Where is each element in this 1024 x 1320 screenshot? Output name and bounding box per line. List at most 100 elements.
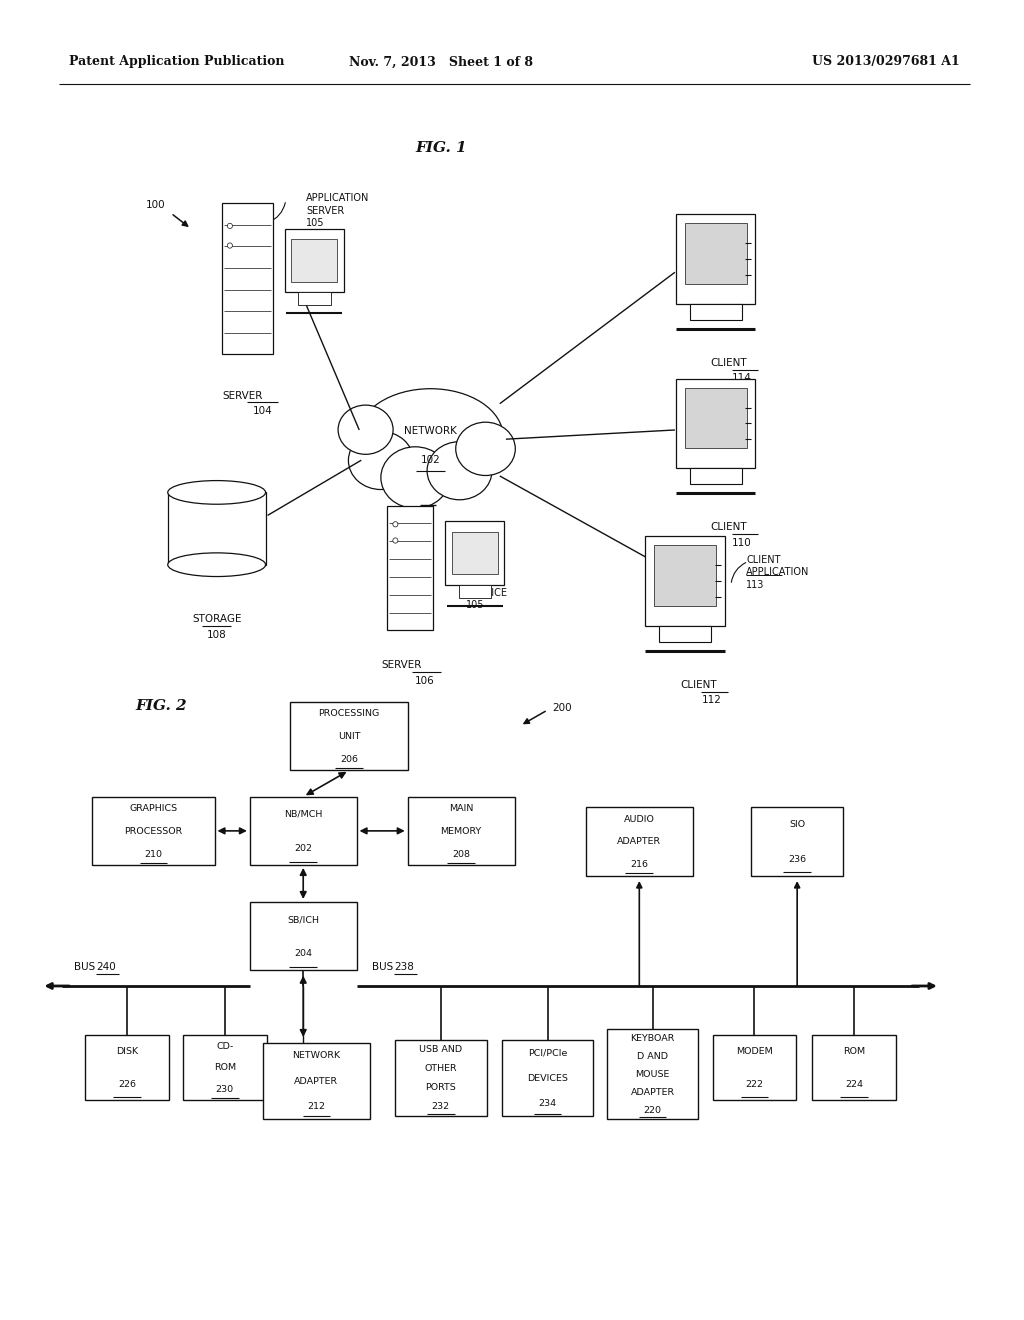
Text: OTHER: OTHER	[424, 1064, 457, 1073]
Text: Patent Application Publication: Patent Application Publication	[69, 55, 285, 69]
FancyBboxPatch shape	[502, 1040, 594, 1117]
Text: PROCESSOR: PROCESSOR	[124, 826, 182, 836]
Bar	[676, 379, 756, 469]
Text: FIG. 2: FIG. 2	[135, 700, 186, 713]
Text: CD-: CD-	[216, 1041, 233, 1051]
FancyBboxPatch shape	[92, 797, 215, 865]
Text: PROCESSING: PROCESSING	[318, 709, 380, 718]
FancyBboxPatch shape	[752, 808, 843, 875]
Text: 110: 110	[732, 537, 752, 548]
Text: 106: 106	[415, 676, 434, 686]
Text: 234: 234	[539, 1100, 557, 1109]
Text: 204: 204	[294, 949, 312, 958]
Text: CLIENT: CLIENT	[711, 358, 748, 368]
Text: UNIT: UNIT	[338, 733, 360, 742]
Text: NETWORK: NETWORK	[404, 426, 457, 437]
Bar	[690, 304, 741, 319]
Text: PORTS: PORTS	[425, 1084, 456, 1093]
Bar	[292, 239, 338, 282]
Text: BUS: BUS	[74, 962, 95, 973]
Text: SIO: SIO	[790, 821, 805, 829]
Text: 108: 108	[207, 630, 226, 640]
FancyBboxPatch shape	[812, 1035, 896, 1101]
Text: 200: 200	[553, 704, 572, 713]
Ellipse shape	[227, 223, 232, 228]
FancyBboxPatch shape	[263, 1043, 370, 1119]
Text: NB/MCH: NB/MCH	[284, 810, 323, 818]
Ellipse shape	[348, 432, 414, 490]
Bar	[387, 506, 433, 631]
Text: 220: 220	[643, 1106, 662, 1114]
Bar	[285, 230, 344, 292]
Text: CLIENT: CLIENT	[680, 680, 717, 690]
Text: SB/ICH: SB/ICH	[287, 915, 319, 924]
Text: SERVER: SERVER	[222, 391, 262, 400]
Text: ADAPTER: ADAPTER	[617, 837, 662, 846]
Text: US 2013/0297681 A1: US 2013/0297681 A1	[812, 55, 961, 69]
Ellipse shape	[338, 405, 393, 454]
FancyBboxPatch shape	[395, 1040, 486, 1117]
FancyBboxPatch shape	[606, 1030, 698, 1119]
Text: 114: 114	[732, 374, 752, 383]
Text: KEYBOAR: KEYBOAR	[631, 1034, 675, 1043]
Bar	[690, 469, 741, 484]
Text: 222: 222	[745, 1080, 763, 1089]
FancyBboxPatch shape	[183, 1035, 266, 1101]
Text: 240: 240	[96, 962, 117, 973]
Text: Nov. 7, 2013   Sheet 1 of 8: Nov. 7, 2013 Sheet 1 of 8	[349, 55, 532, 69]
Bar	[445, 521, 505, 585]
Ellipse shape	[393, 537, 398, 543]
FancyBboxPatch shape	[408, 797, 514, 865]
Bar	[685, 223, 746, 284]
Text: GRAPHICS: GRAPHICS	[129, 804, 177, 813]
FancyBboxPatch shape	[250, 797, 356, 865]
Bar	[298, 292, 331, 305]
Text: 202: 202	[294, 845, 312, 853]
Text: 224: 224	[845, 1080, 863, 1089]
Text: 208: 208	[452, 850, 470, 858]
Ellipse shape	[168, 553, 265, 577]
Text: SERVICE
105: SERVICE 105	[466, 587, 507, 610]
Text: D AND: D AND	[637, 1052, 668, 1061]
Text: 100: 100	[145, 199, 165, 210]
Bar	[222, 203, 272, 354]
Text: ADAPTER: ADAPTER	[631, 1088, 675, 1097]
Ellipse shape	[168, 480, 265, 504]
FancyBboxPatch shape	[291, 702, 408, 771]
Text: USB AND: USB AND	[419, 1045, 462, 1055]
Bar	[459, 585, 492, 598]
Text: MAIN: MAIN	[449, 804, 473, 813]
Text: STORAGE: STORAGE	[191, 614, 242, 624]
Text: 212: 212	[307, 1102, 326, 1111]
Text: 102: 102	[421, 455, 440, 465]
Bar	[168, 492, 265, 565]
FancyBboxPatch shape	[250, 902, 356, 970]
FancyBboxPatch shape	[85, 1035, 169, 1101]
Bar	[676, 214, 756, 304]
FancyBboxPatch shape	[713, 1035, 796, 1101]
Text: 236: 236	[788, 854, 806, 863]
Text: CLIENT
APPLICATION
113: CLIENT APPLICATION 113	[746, 554, 810, 590]
Text: MODEM: MODEM	[736, 1047, 773, 1056]
Text: ADAPTER: ADAPTER	[294, 1077, 339, 1085]
Ellipse shape	[358, 388, 503, 484]
Bar	[645, 536, 725, 626]
Text: AUDIO: AUDIO	[624, 814, 654, 824]
Text: 112: 112	[701, 696, 721, 705]
Text: 232: 232	[432, 1102, 450, 1111]
Ellipse shape	[393, 521, 398, 527]
Text: 230: 230	[216, 1085, 233, 1094]
Ellipse shape	[227, 243, 232, 248]
Text: 238: 238	[394, 962, 415, 973]
Text: DEVICES: DEVICES	[527, 1074, 568, 1082]
Bar	[654, 545, 716, 606]
Text: BUS: BUS	[372, 962, 393, 973]
Ellipse shape	[427, 442, 492, 500]
Text: NETWORK: NETWORK	[293, 1051, 341, 1060]
Text: 226: 226	[118, 1080, 136, 1089]
Text: 104: 104	[253, 407, 272, 416]
Text: SERVER: SERVER	[382, 660, 422, 671]
Bar	[685, 388, 746, 449]
Ellipse shape	[381, 446, 450, 508]
Bar	[452, 532, 498, 574]
